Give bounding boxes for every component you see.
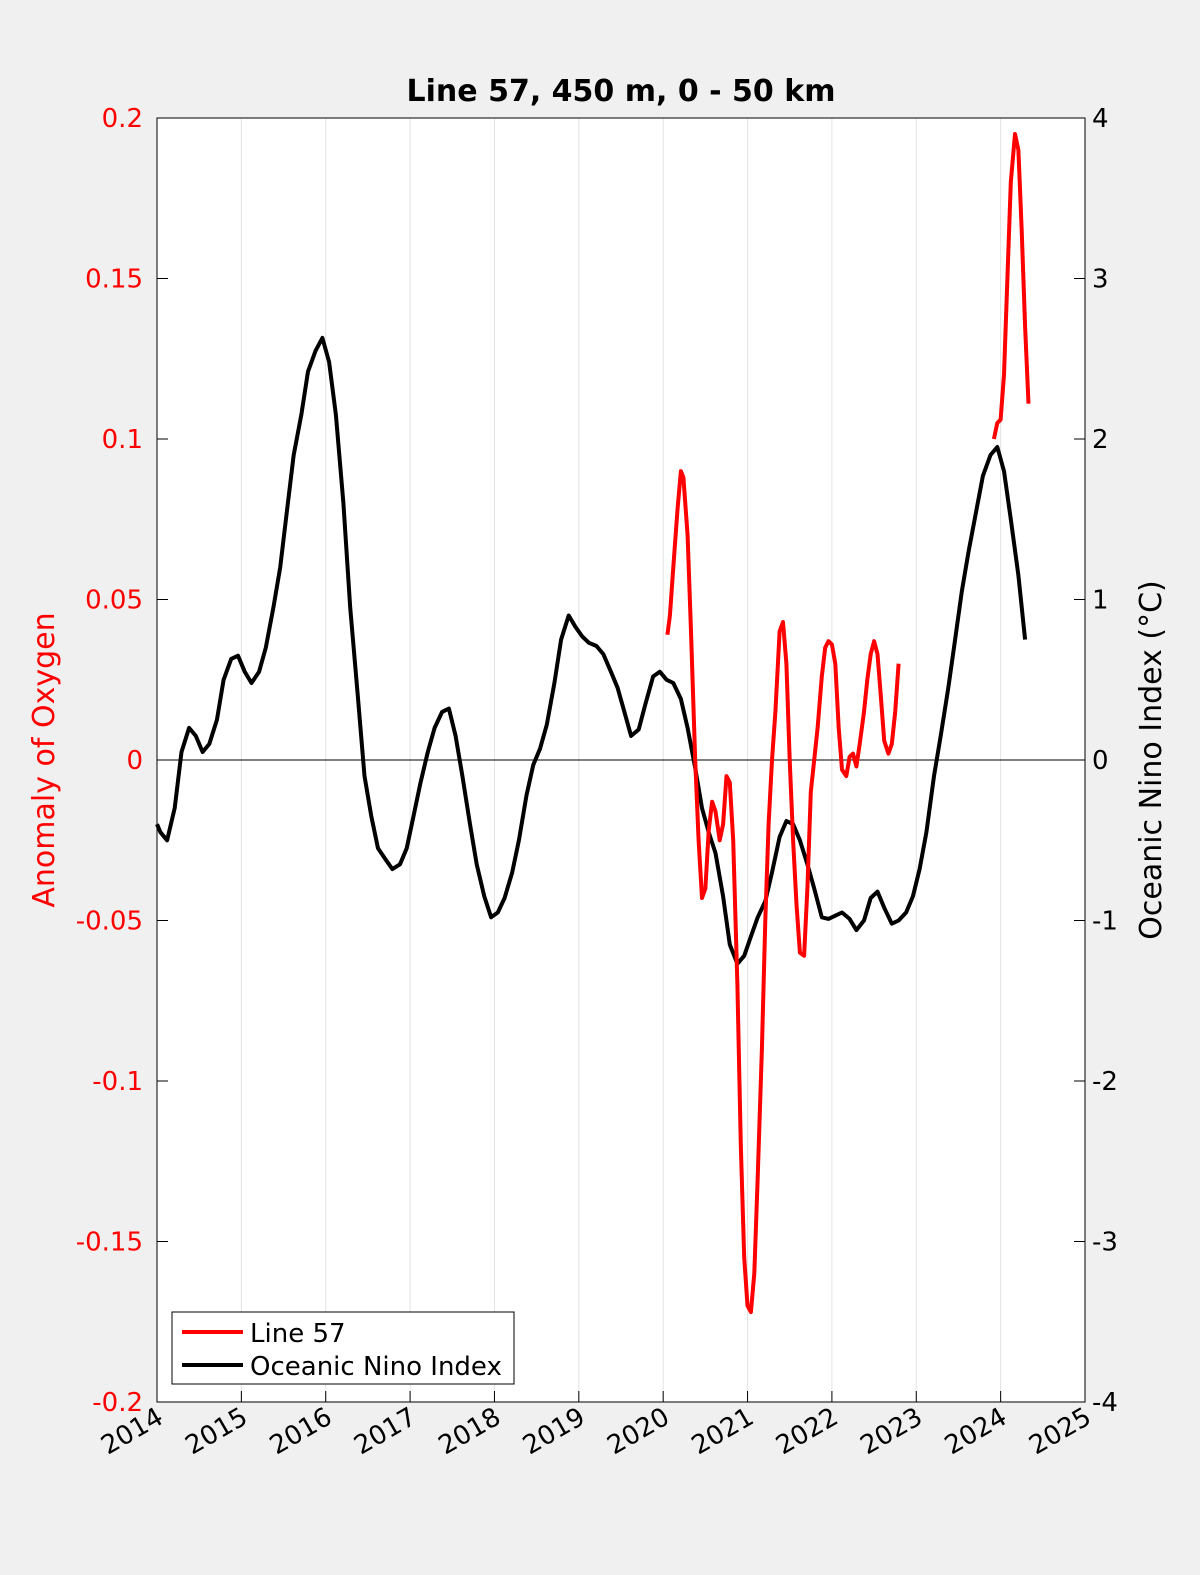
right-y-tick-label: -2 [1092, 1067, 1118, 1097]
series-line-oceanic-nino-index [155, 335, 1028, 966]
right-y-tick-label: -4 [1092, 1388, 1118, 1418]
left-y-tick-label: 0.2 [102, 104, 143, 134]
left-y-tick-label: -0.2 [92, 1388, 143, 1418]
right-y-tick-label: 4 [1092, 104, 1109, 134]
right-y-axis: -4 -3 -2 -1 0 1 2 3 4 [1074, 104, 1118, 1418]
legend-label-oni: Oceanic Nino Index [250, 1352, 502, 1382]
right-y-tick-label: 1 [1092, 586, 1109, 616]
left-y-tick-label: 0.1 [102, 425, 143, 455]
left-y-tick-label: -0.1 [92, 1067, 143, 1097]
legend-box [171, 1311, 515, 1385]
chart-title: Line 57, 450 m, 0 - 50 km [407, 74, 836, 109]
legend: Line 57 Oceanic Nino Index [171, 1311, 515, 1385]
right-y-tick-label: -3 [1092, 1228, 1118, 1258]
right-axis-label: Oceanic Nino Index (°C) [1134, 580, 1169, 940]
left-y-tick-label: -0.15 [76, 1228, 143, 1258]
left-y-tick-label: 0.05 [85, 586, 143, 616]
left-y-tick-label: -0.05 [76, 907, 143, 937]
right-y-tick-label: 3 [1092, 265, 1109, 295]
left-y-tick-label: 0.15 [85, 265, 143, 295]
right-y-tick-label: -1 [1092, 907, 1118, 937]
series-layer [155, 132, 1031, 1315]
right-y-tick-label: 2 [1092, 425, 1109, 455]
right-y-tick-label: 0 [1092, 746, 1109, 776]
left-y-axis: -0.2 -0.15 -0.1 -0.05 0 0.05 0.1 0.15 0.2 [76, 104, 168, 1418]
series-line-line-57 [665, 469, 901, 1315]
legend-label-line-57: Line 57 [250, 1319, 346, 1349]
left-y-tick-label: 0 [126, 746, 143, 776]
left-axis-label: Anomaly of Oxygen [27, 612, 62, 907]
series-line-line-57 [991, 132, 1031, 440]
